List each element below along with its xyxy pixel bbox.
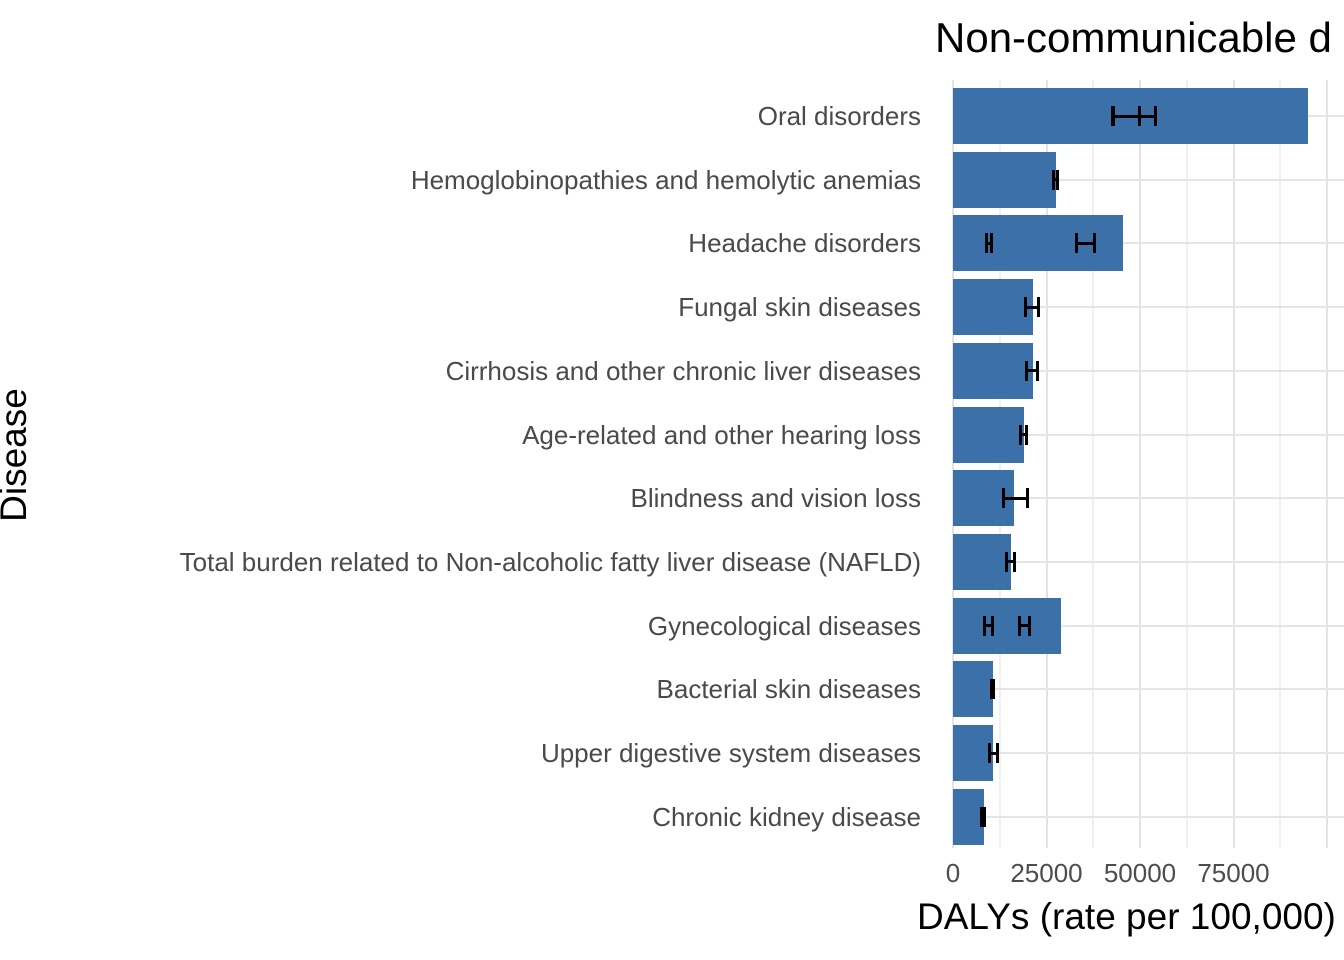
- error-bar-cap-left: [979, 806, 983, 827]
- gridline-major: [1232, 80, 1235, 848]
- x-axis-title: DALYs (rate per 100,000): [917, 896, 1336, 937]
- error-bar-cap-right: [991, 615, 995, 636]
- x-tick-label: 25000: [1010, 858, 1083, 888]
- error-bar-cap-left: [1025, 360, 1029, 381]
- bar-fungal-skin-diseases: [953, 279, 1033, 336]
- error-bar-line: [985, 241, 994, 245]
- x-tick-label: 75000: [1197, 858, 1270, 888]
- error-bar-line: [1025, 369, 1039, 373]
- gridline-major: [1045, 80, 1048, 848]
- error-bar-line: [1005, 560, 1016, 564]
- bar-bacterial-skin-diseases: [953, 661, 993, 718]
- error-bar-line: [1001, 496, 1029, 500]
- gridline-major: [1326, 80, 1328, 848]
- error-bar-cap-left: [1005, 551, 1009, 572]
- bar-age-related-and-other-hearing-loss: [953, 406, 1025, 463]
- category-gridline: [953, 306, 1344, 309]
- bar-gynecological-diseases: [953, 597, 1062, 654]
- category-gridline: [953, 560, 1344, 563]
- gridline-major: [1139, 80, 1141, 848]
- error-bar-cap-left: [1051, 169, 1055, 190]
- category-gridline: [953, 178, 1344, 181]
- category-gridline: [953, 242, 1344, 245]
- error-bar-line: [1051, 178, 1059, 182]
- error-bar-cap-right: [1036, 360, 1040, 381]
- bar-headache-disorders: [953, 215, 1124, 272]
- bar-upper-digestive-system-diseases: [953, 725, 994, 781]
- category-gridline: [953, 752, 1344, 754]
- y-axis-label: Bacterial skin diseases: [656, 674, 921, 705]
- error-bar-line: [1111, 114, 1157, 118]
- y-axis-label: Upper digestive system diseases: [540, 738, 921, 768]
- error-bar-cap-left: [1074, 233, 1078, 254]
- error-bar-cap-right: [1037, 297, 1041, 318]
- x-tick-label: 0: [945, 858, 961, 888]
- category-gridline: [953, 815, 1344, 818]
- y-axis-label: Oral disorders: [757, 101, 921, 131]
- error-bar-cap-left: [1019, 424, 1023, 445]
- bar-hemoglobinopathies-and-hemolytic-anemias: [953, 151, 1056, 208]
- error-bar-cap-right: [982, 806, 986, 827]
- x-axis-tick-labels: 0 25000 50000 75000: [946, 858, 1344, 890]
- gridline-major: [952, 80, 954, 848]
- gridline-minor: [1279, 80, 1282, 848]
- error-bar-cap-right: [1092, 233, 1096, 254]
- error-bar-cap-right: [990, 233, 994, 254]
- error-bar-line: [1024, 305, 1041, 309]
- bar-total-burden-related-to-non-alcoholic-fatty-liver-disease-nafld-: [953, 533, 1011, 590]
- y-axis-label: Fungal skin diseases: [678, 292, 921, 323]
- error-bar-line: [1019, 433, 1028, 436]
- y-axis-label: Chronic kidney disease: [652, 801, 921, 832]
- y-axis-label: Cirrhosis and other chronic liver diseas…: [445, 355, 921, 386]
- error-bar-line: [987, 751, 999, 755]
- y-axis-label: Total burden related to Non-alcoholic fa…: [179, 546, 921, 577]
- error-bar-cap-left: [1024, 297, 1028, 318]
- error-bar-cap-left: [982, 615, 986, 636]
- y-axis-label: Gynecological diseases: [647, 610, 921, 641]
- y-axis-label: Headache disorders: [688, 228, 921, 259]
- error-bar-line: [982, 624, 995, 628]
- category-gridline: [953, 624, 1344, 627]
- error-bar-line: [1074, 241, 1096, 245]
- error-bar-cap-left: [985, 233, 989, 254]
- error-bar-line: [1017, 624, 1031, 628]
- gridline-minor: [1092, 80, 1095, 848]
- error-bar-cap-right: [1012, 551, 1016, 572]
- error-bar-cap-right: [1025, 488, 1029, 509]
- category-gridline: [953, 688, 1344, 691]
- y-axis-label: Blindness and vision loss: [630, 483, 922, 514]
- chart-title: Non-communicable d: [935, 14, 1332, 61]
- y-axis-label: Hemoglobinopathies and hemolytic anemias: [410, 164, 921, 195]
- bar-chronic-kidney-disease: [953, 788, 985, 845]
- error-bar-line: [979, 815, 986, 819]
- error-bar-cap-right: [1027, 615, 1031, 636]
- error-bar-cap-right: [1153, 106, 1157, 126]
- plot-panel: [952, 80, 1344, 848]
- error-bar-cap-left: [1001, 488, 1005, 509]
- y-axis-label: Age-related and other hearing loss: [522, 419, 921, 450]
- error-bar-cap-left: [1111, 106, 1115, 126]
- x-tick-label: 50000: [1103, 858, 1177, 888]
- category-gridline: [953, 497, 1344, 500]
- bar-cirrhosis-and-other-chronic-liver-diseases: [953, 342, 1034, 399]
- category-gridline: [953, 369, 1344, 372]
- error-bar-cap-right: [1024, 424, 1028, 445]
- gridline-minor: [1185, 80, 1188, 848]
- category-gridline: [953, 433, 1344, 436]
- gridline-minor: [998, 80, 1001, 848]
- error-bar-cap-right: [991, 679, 995, 700]
- error-bar-cap-right: [1055, 169, 1059, 190]
- error-bar-cap-left: [987, 743, 991, 763]
- error-bar-cap-left: [1017, 615, 1021, 636]
- y-axis-labels: Oral disorders Hemoglobinopathies and hem…: [0, 80, 921, 848]
- error-bar-cap-right: [995, 743, 999, 763]
